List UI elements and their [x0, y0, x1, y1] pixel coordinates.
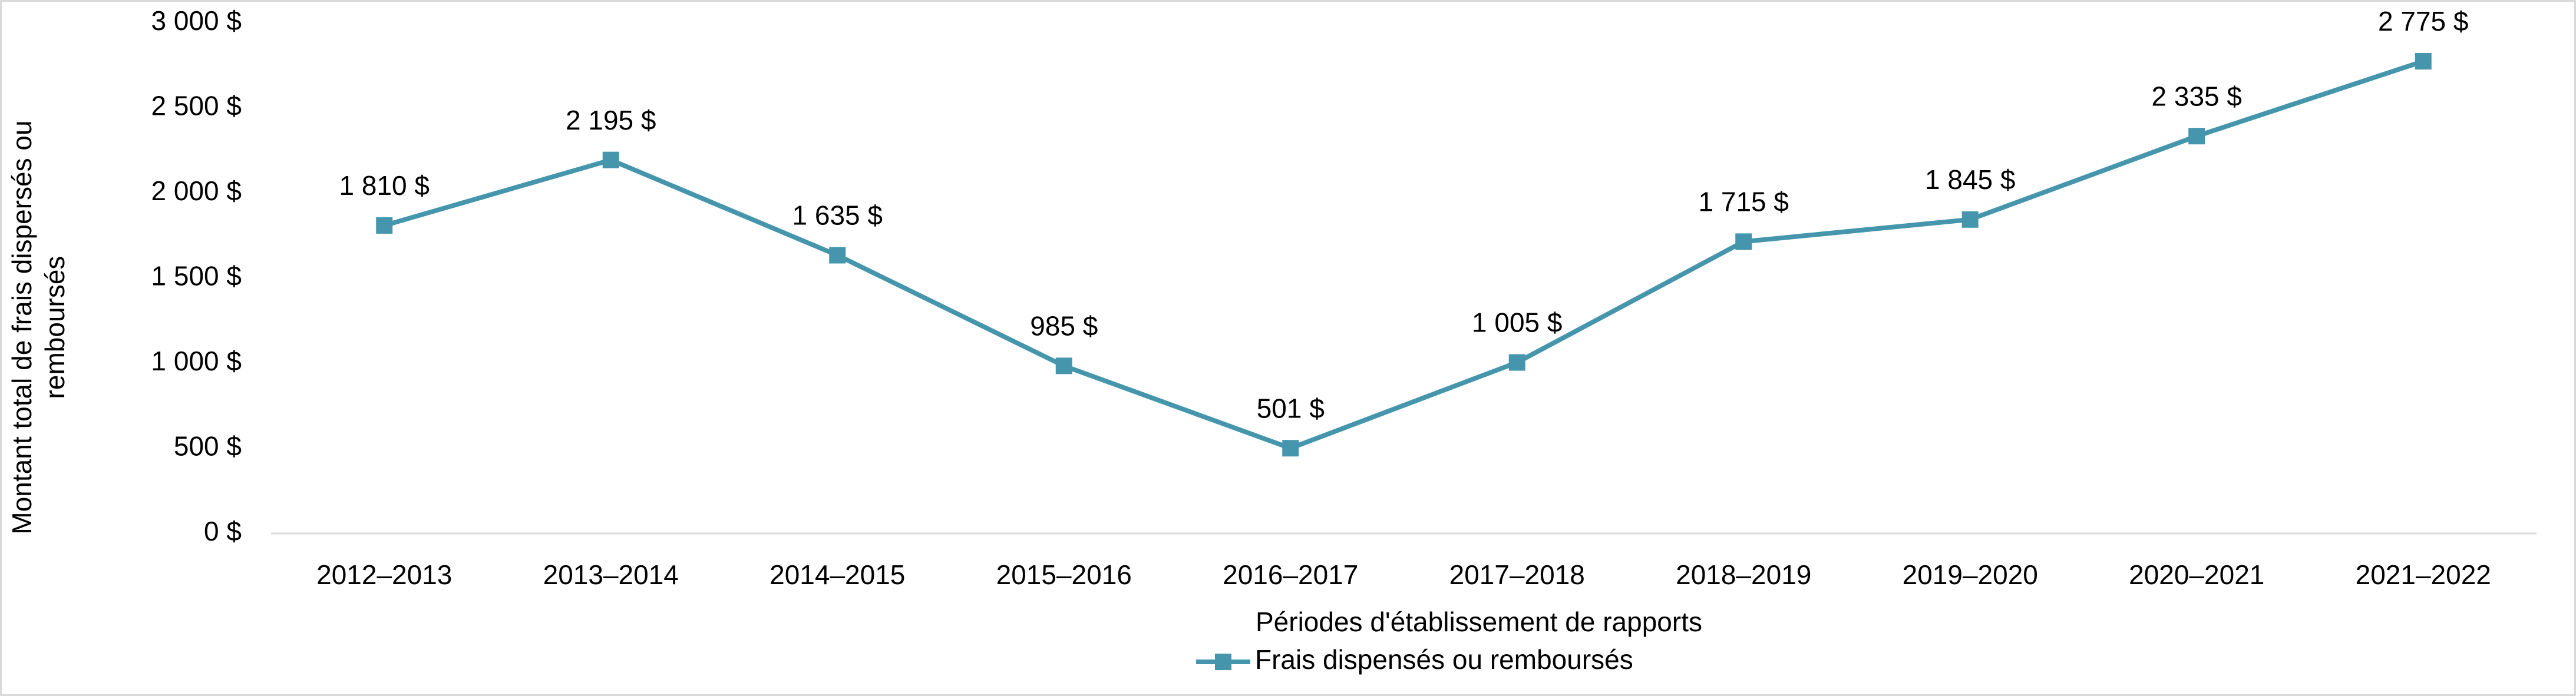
legend-label: Frais dispensés ou remboursés	[1255, 644, 1633, 675]
data-point	[376, 217, 393, 234]
data-point	[602, 151, 619, 168]
x-tick-label: 2013–2014	[543, 559, 679, 590]
data-label: 1 715 $	[1699, 187, 1789, 217]
data-label: 985 $	[1030, 310, 1098, 341]
data-label: 1 845 $	[1925, 164, 2015, 195]
data-label: 2 335 $	[2152, 81, 2242, 111]
data-point	[1508, 354, 1525, 371]
data-label: 1 810 $	[339, 170, 430, 201]
data-point	[829, 247, 846, 264]
data-point	[1055, 357, 1072, 374]
x-tick-label: 2020–2021	[2129, 559, 2264, 590]
data-label: 1 005 $	[1472, 307, 1562, 338]
x-tick-label: 2016–2017	[1223, 559, 1358, 590]
data-point	[1961, 211, 1979, 228]
y-tick-label: 2 500 $	[151, 91, 242, 121]
x-tick-label: 2021–2022	[2356, 559, 2491, 590]
x-tick-label: 2018–2019	[1676, 559, 1811, 590]
x-tick-label: 2012–2013	[316, 559, 452, 590]
data-point	[1735, 233, 1752, 250]
x-tick-label: 2015–2016	[996, 559, 1132, 590]
data-point	[2415, 53, 2432, 70]
data-point	[1282, 440, 1299, 457]
y-tick-label: 1 000 $	[151, 346, 242, 376]
data-label: 501 $	[1257, 393, 1325, 423]
y-tick-label: 2 000 $	[151, 175, 242, 206]
y-tick-label: 3 000 $	[151, 5, 242, 36]
x-tick-label: 2014–2015	[770, 559, 905, 590]
data-label: 2 775 $	[2378, 6, 2468, 37]
y-tick-label: 500 $	[174, 431, 242, 462]
data-label: 2 195 $	[566, 105, 656, 135]
x-tick-label: 2017–2018	[1449, 559, 1585, 590]
data-point	[2188, 128, 2205, 145]
x-axis-label: Périodes d'établissement de rapports	[1256, 606, 1702, 637]
x-tick-label: 2019–2020	[1903, 559, 2038, 590]
legend-marker	[1215, 654, 1231, 670]
y-tick-label: 0 $	[204, 516, 242, 546]
data-line	[384, 59, 2425, 451]
y-tick-label: 1 500 $	[151, 261, 242, 291]
data-label: 1 635 $	[792, 200, 883, 231]
